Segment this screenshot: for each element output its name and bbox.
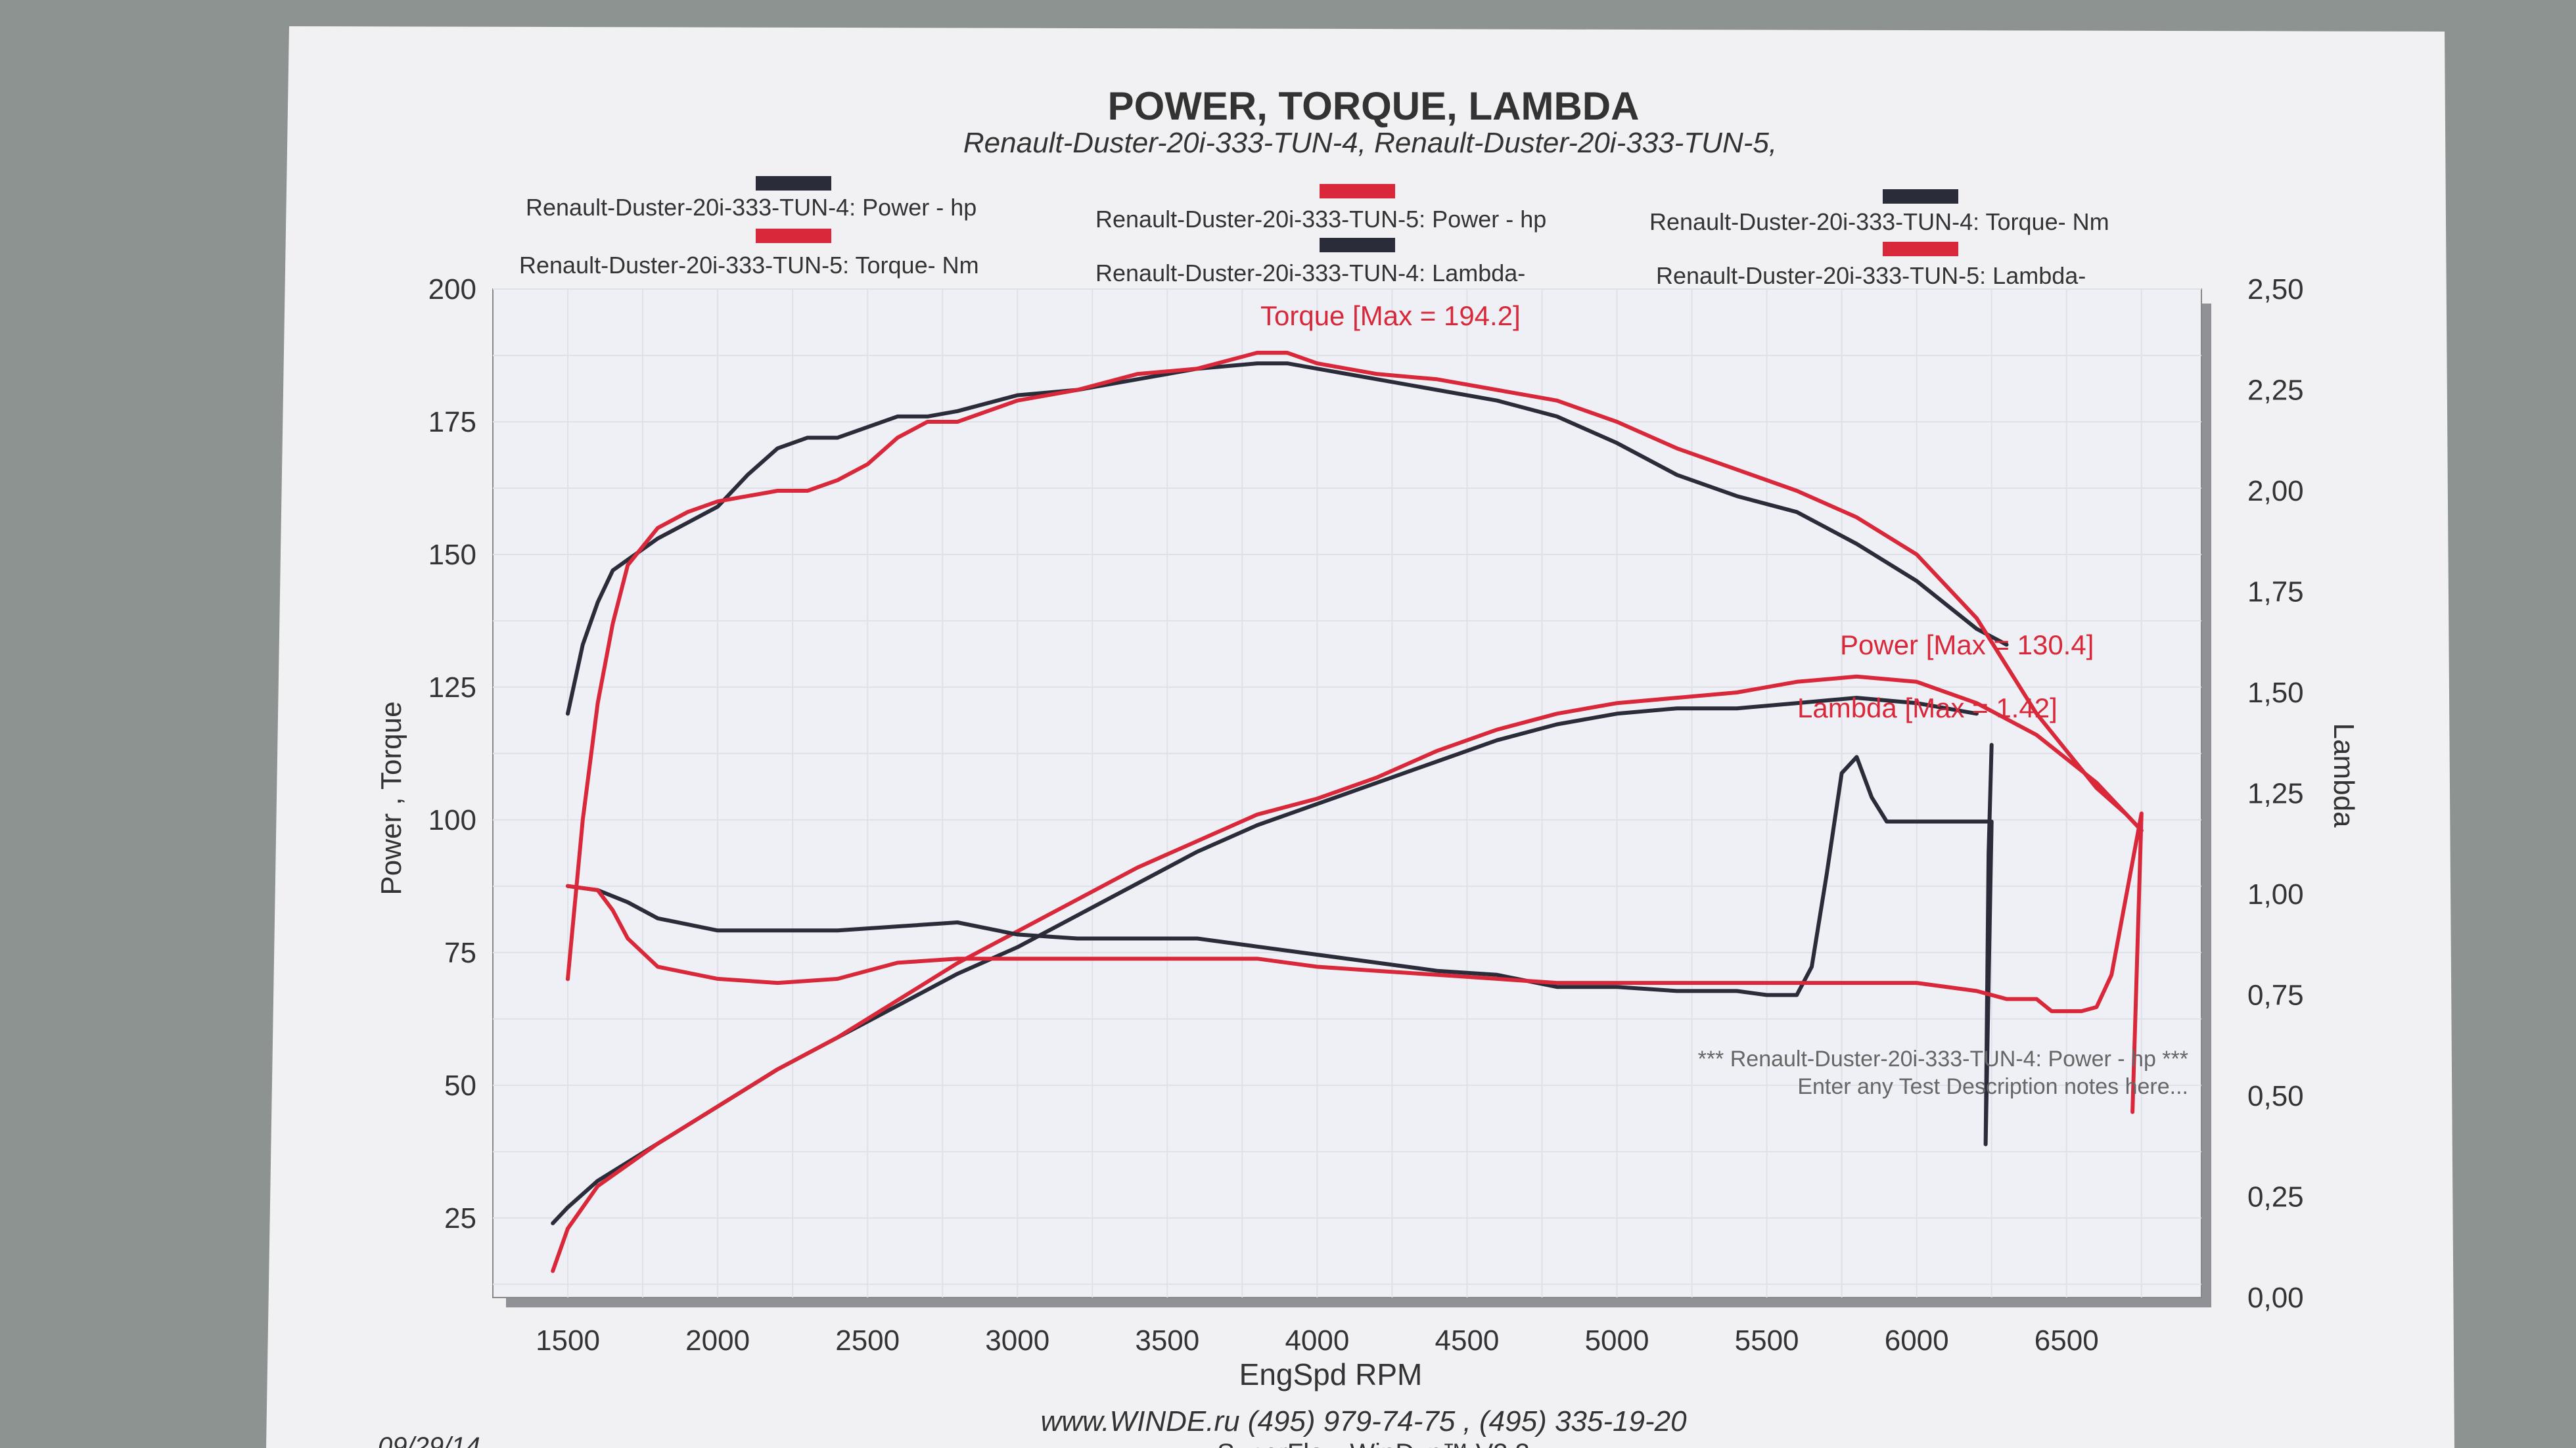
left-axis-ticks: 200 175 150 125 100 75 50 25 xyxy=(428,273,476,1234)
legend-swatch-run4-power xyxy=(756,176,831,191)
right-tick-label: 2,00 xyxy=(2247,475,2304,507)
right-axis-label: Lambda xyxy=(2328,723,2360,828)
left-tick-label: 125 xyxy=(428,671,476,704)
x-axis-ticks: 1500 2000 2500 3000 3500 4000 4500 5000 5500 6000… xyxy=(536,1324,2099,1357)
series-line-5 xyxy=(566,811,2144,1114)
chart-title: POWER, TORQUE, LAMBDA xyxy=(1108,84,1640,128)
annotation-power-max: Power [Max = 130.4] xyxy=(1840,629,2094,660)
x-tick-label: 5000 xyxy=(1585,1324,1649,1357)
x-tick-label: 2500 xyxy=(835,1324,900,1357)
x-tick-label: 3500 xyxy=(1135,1324,1199,1357)
test-note-line-2: Enter any Test Description notes here... xyxy=(1797,1074,2188,1099)
test-note-line-1: *** Renault-Duster-20i-333-TUN-4: Power … xyxy=(1698,1047,2188,1072)
right-tick-label: 0,50 xyxy=(2247,1080,2304,1112)
x-tick-label: 4500 xyxy=(1435,1324,1500,1357)
annotation-lambda-max: Lambda [Max = 1.42] xyxy=(1797,692,2058,723)
footer-website: www.WINDE.ru (495) 979-74-75 , (495) 335… xyxy=(1040,1405,1687,1437)
legend-label-run4-power: Renault-Duster-20i-333-TUN-4: Power - hp xyxy=(526,194,977,221)
legend-swatch-run5-torque xyxy=(756,229,831,243)
right-tick-label: 0,75 xyxy=(2247,980,2304,1012)
x-tick-label: 6500 xyxy=(2035,1324,2099,1357)
right-tick-label: 1,00 xyxy=(2247,878,2304,911)
left-tick-label: 100 xyxy=(428,804,476,836)
x-tick-label: 2000 xyxy=(685,1324,750,1357)
left-tick-label: 150 xyxy=(428,539,476,571)
legend-swatch-run4-torque xyxy=(1883,189,1958,204)
series-line-3 xyxy=(551,674,2144,1273)
right-tick-label: 1,75 xyxy=(2247,576,2304,608)
series-line-4 xyxy=(566,742,1994,1146)
right-axis-ticks: 2,50 2,25 2,00 1,75 1,50 1,25 1,00 0,75 0,50 0,25… xyxy=(2247,273,2304,1314)
legend-label-run5-torque: Renault-Duster-20i-333-TUN-5: Torque- Nm xyxy=(519,252,979,279)
left-axis-label: Power , Torque xyxy=(375,701,407,895)
x-tick-label: 1500 xyxy=(536,1324,600,1357)
annotation-torque-max: Torque [Max = 194.2] xyxy=(1260,300,1521,331)
series-line-1 xyxy=(566,350,2144,982)
left-tick-label: 75 xyxy=(444,937,476,969)
right-tick-label: 0,25 xyxy=(2247,1181,2304,1213)
legend-swatch-run5-lambda xyxy=(1883,242,1958,256)
x-axis-label: EngSpd RPM xyxy=(1239,1357,1423,1391)
right-tick-label: 1,25 xyxy=(2247,778,2304,810)
left-tick-label: 175 xyxy=(428,406,476,438)
right-tick-label: 2,50 xyxy=(2247,273,2304,305)
x-tick-label: 6000 xyxy=(1885,1324,1949,1357)
right-tick-label: 0,00 xyxy=(2247,1282,2304,1314)
legend: Renault-Duster-20i-333-TUN-4: Power - hp… xyxy=(519,176,2109,289)
x-tick-label: 4000 xyxy=(1285,1324,1349,1357)
x-tick-label: 3000 xyxy=(985,1324,1049,1357)
left-tick-label: 200 xyxy=(428,273,476,305)
legend-label-run5-power: Renault-Duster-20i-333-TUN-5: Power - hp xyxy=(1095,206,1546,233)
right-tick-label: 2,25 xyxy=(2247,374,2304,407)
legend-swatch-run5-power xyxy=(1320,184,1395,198)
chart-series xyxy=(551,350,2144,1273)
legend-label-run4-lambda: Renault-Duster-20i-333-TUN-4: Lambda- xyxy=(1095,260,1525,286)
legend-label-run4-torque: Renault-Duster-20i-333-TUN-4: Torque- Nm xyxy=(1649,208,2109,235)
legend-swatch-run4-lambda xyxy=(1320,238,1395,252)
left-tick-label: 50 xyxy=(444,1070,476,1102)
footer-software: SuperFlow WinDyn™ V3.3 xyxy=(1217,1439,1530,1448)
left-tick-label: 25 xyxy=(444,1202,476,1234)
x-tick-label: 5500 xyxy=(1735,1324,1799,1357)
legend-label-run5-lambda: Renault-Duster-20i-333-TUN-5: Lambda- xyxy=(1656,262,2086,289)
footer-date: 09/29/14 xyxy=(378,1432,480,1448)
right-tick-label: 1,50 xyxy=(2247,677,2304,709)
chart-subtitle: Renault-Duster-20i-333-TUN-4, Renault-Du… xyxy=(963,127,1777,159)
